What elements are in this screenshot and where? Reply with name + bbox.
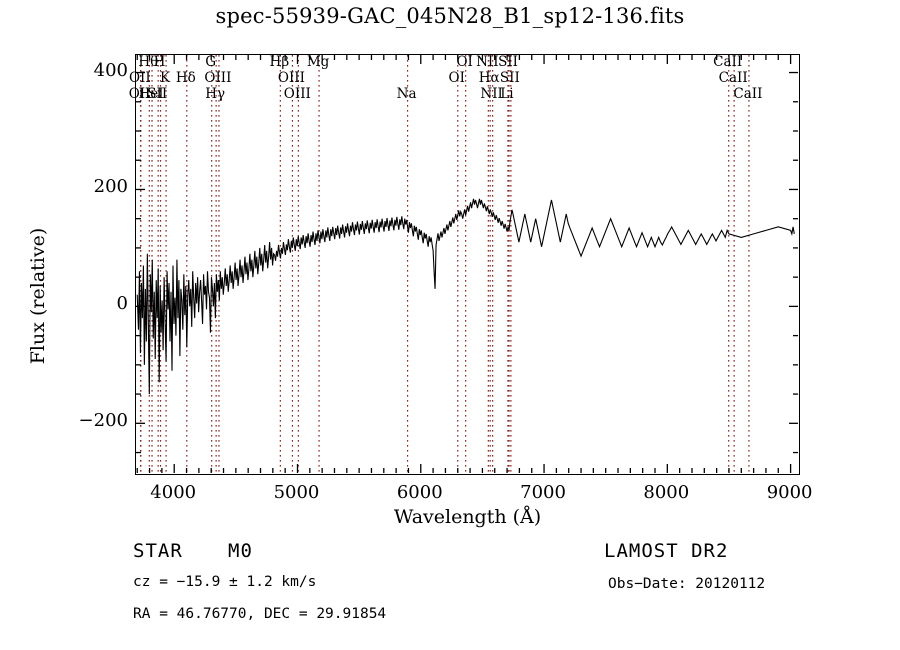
line-id-label: Hδ [175, 70, 196, 86]
line-id-label: G [205, 54, 217, 70]
line-id-label: CaII [713, 54, 743, 70]
x-axis-label: Wavelength (Å) [393, 506, 542, 528]
spectral-class: M0 [228, 540, 253, 562]
x-tick-label: 8000 [643, 482, 690, 503]
survey-name: LAMOST DR2 [604, 540, 729, 562]
x-tick-label: 6000 [396, 482, 443, 503]
line-id-label: NII [476, 54, 499, 70]
line-id-label: K [160, 70, 171, 86]
line-id-label: CaII [718, 70, 748, 86]
line-id-label: OIII [277, 70, 305, 86]
line-id-label: Mg [306, 54, 330, 70]
y-tick-label: 200 [93, 176, 128, 198]
line-id-label: Hγ [205, 86, 226, 102]
line-id-label: OII [128, 86, 151, 102]
y-tick-label: 0 [116, 293, 128, 315]
y-tick-label: 400 [93, 59, 128, 81]
x-tick-label: 7000 [520, 482, 566, 503]
line-id-label: OIII [204, 70, 232, 86]
line-id-label: Li [500, 86, 514, 102]
line-id-label: OII [128, 70, 151, 86]
line-id-label: Hθ [138, 54, 159, 70]
object-type: STAR [133, 540, 183, 562]
page-title: spec-55939-GAC_045N28_B1_sp12-136.fits [215, 4, 685, 28]
spectrum-trace [136, 198, 795, 395]
line-id-label: OIII [283, 86, 311, 102]
x-tick-label: 4000 [150, 482, 197, 503]
y-axis-label: Flux (relative) [27, 227, 49, 365]
line-id-label: SII [147, 86, 168, 102]
line-id-label: NII [480, 86, 503, 102]
line-id-label: OI [448, 70, 465, 86]
line-identification-labels: OII OII Hθ HeI H SII K Hδ Hγ G OIII Hβ OIII OIII Mg Na O… [129, 54, 800, 114]
redshift-velocity: cz = −15.9 ± 1.2 km/s [133, 574, 317, 590]
x-tick-label: 9000 [766, 482, 813, 503]
line-id-label: Hβ [269, 54, 290, 70]
line-id-label: SII [499, 70, 520, 86]
coordinates: RA = 46.76770, DEC = 29.91854 [133, 606, 387, 622]
plot-frame [135, 54, 800, 475]
axis-ticks [136, 55, 798, 473]
line-id-label: OI [456, 54, 473, 70]
line-id-label: SII [498, 54, 518, 70]
line-id-label: H [153, 54, 166, 70]
line-id-label: HeI [138, 86, 164, 102]
observation-date: Obs−Date: 20120112 [608, 576, 766, 592]
y-tick-label: −200 [78, 410, 128, 432]
line-id-label: Hα [478, 70, 500, 86]
x-tick-label: 5000 [273, 482, 320, 503]
line-id-label: Na [396, 86, 417, 102]
line-id-label: CaII [733, 86, 763, 102]
